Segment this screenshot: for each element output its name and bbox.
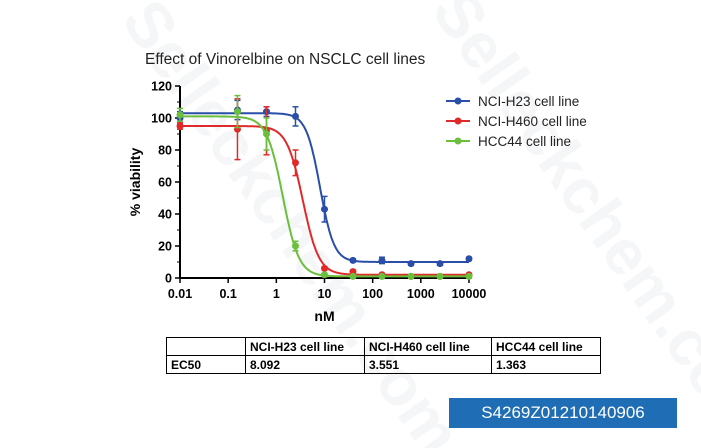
data-point xyxy=(407,260,415,268)
x-tick-label: 1 xyxy=(273,287,280,301)
x-tick-label: 10 xyxy=(318,287,332,301)
data-point xyxy=(349,272,357,280)
watermark: Selleckchem.com xyxy=(419,0,701,448)
data-point xyxy=(292,112,300,120)
y-tick-label: 120 xyxy=(151,80,172,94)
data-point xyxy=(378,272,386,280)
data-point xyxy=(349,256,357,264)
x-tick-label: 0.01 xyxy=(168,287,192,301)
y-tick-label: 100 xyxy=(151,112,172,126)
table-row: EC50 8.092 3.551 1.363 xyxy=(166,355,601,374)
table-header-cell: NCI-H460 cell line xyxy=(364,337,492,356)
x-tick-label: 10000 xyxy=(452,287,487,301)
table-header-cell: NCI-H23 cell line xyxy=(245,337,365,356)
legend-label: HCC44 cell line xyxy=(478,134,571,149)
y-tick-label: 60 xyxy=(158,176,172,190)
data-point xyxy=(263,130,271,138)
table-header-cell xyxy=(166,337,246,356)
y-axis-label: % viability xyxy=(127,148,143,217)
data-point xyxy=(349,268,357,276)
table-cell: 1.363 xyxy=(491,355,601,374)
product-id-label: S4269Z01210140906 xyxy=(449,398,677,428)
data-point xyxy=(436,260,444,268)
table-header-cell: HCC44 cell line xyxy=(491,337,601,356)
chart-title: Effect of Vinorelbine on NSCLC cell line… xyxy=(145,51,426,68)
data-point xyxy=(176,122,184,130)
y-tick-label: 20 xyxy=(158,240,172,254)
data-point xyxy=(321,264,328,272)
legend-marker xyxy=(454,97,462,105)
table-cell: 8.092 xyxy=(245,355,365,374)
legend-label: NCI-H460 cell line xyxy=(478,114,587,129)
x-tick-label: 0.1 xyxy=(219,287,236,301)
data-point xyxy=(321,271,328,279)
data-point xyxy=(176,111,184,119)
y-tick-label: 0 xyxy=(165,272,172,286)
y-tick-label: 80 xyxy=(158,144,172,158)
ec50-table: NCI-H23 cell line NCI-H460 cell line HCC… xyxy=(166,337,601,374)
data-point xyxy=(407,272,415,280)
data-point xyxy=(321,205,328,213)
x-axis-label: nM xyxy=(314,308,334,324)
legend-marker xyxy=(454,117,462,125)
legend-marker xyxy=(454,137,462,145)
data-point xyxy=(436,272,444,280)
data-point xyxy=(292,242,300,250)
data-point xyxy=(378,256,386,264)
legend-label: NCI-H23 cell line xyxy=(478,94,579,109)
table-header-row: NCI-H23 cell line NCI-H460 cell line HCC… xyxy=(166,337,601,356)
data-point xyxy=(465,255,473,263)
table-cell: 3.551 xyxy=(364,355,492,374)
row-label: EC50 xyxy=(166,355,246,374)
x-tick-label: 1000 xyxy=(407,287,435,301)
x-tick-label: 100 xyxy=(362,287,383,301)
y-tick-label: 40 xyxy=(158,208,172,222)
data-point xyxy=(465,272,473,280)
data-point xyxy=(233,108,241,116)
data-point xyxy=(292,159,300,167)
